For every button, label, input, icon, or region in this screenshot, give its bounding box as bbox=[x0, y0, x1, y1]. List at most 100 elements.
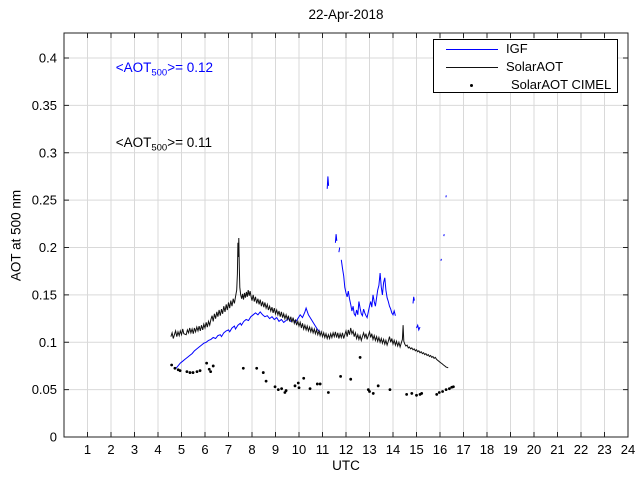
cimel-dot bbox=[358, 356, 362, 359]
y-axis-label: AOT at 500 nm bbox=[8, 189, 24, 282]
cimel-dot bbox=[178, 369, 182, 373]
igf-line bbox=[326, 176, 330, 189]
cimel-dot bbox=[371, 392, 375, 395]
igf-line bbox=[412, 296, 415, 304]
igf-line bbox=[440, 258, 442, 261]
x-tick-label: 10 bbox=[292, 442, 306, 457]
cimel-dot bbox=[264, 379, 268, 383]
cimel-dot bbox=[273, 385, 277, 389]
cimel-dot bbox=[209, 370, 213, 374]
legend-line-sample-igf bbox=[446, 48, 498, 50]
cimel-dot bbox=[415, 393, 418, 397]
annotation-subscript: 500 bbox=[151, 68, 168, 80]
cimel-dot bbox=[318, 382, 322, 386]
legend-entry-igf: IGF bbox=[434, 40, 617, 58]
chart-title: 22-Apr-2018 bbox=[308, 7, 384, 22]
solaraot-line bbox=[170, 237, 449, 369]
x-tick-label: 18 bbox=[480, 442, 494, 457]
y-tick-label: 0.2 bbox=[39, 240, 57, 255]
cimel-dot bbox=[205, 361, 209, 365]
cimel-dot bbox=[280, 387, 284, 391]
legend-dot-sample-cimel bbox=[470, 84, 473, 87]
igf-line bbox=[338, 247, 341, 253]
annotation-text: <AOT bbox=[115, 135, 152, 151]
x-tick-label: 15 bbox=[409, 442, 423, 457]
y-tick-label: 0 bbox=[50, 430, 57, 445]
cimel-dot bbox=[170, 363, 174, 367]
legend-label-igf: IGF bbox=[506, 41, 528, 56]
x-tick-label: 14 bbox=[386, 442, 400, 457]
y-tick-label: 0.05 bbox=[32, 382, 57, 397]
cimel-dot bbox=[420, 392, 424, 395]
x-tick-label: 16 bbox=[433, 442, 447, 457]
annotation-text: >= 0.11 bbox=[167, 135, 212, 151]
cimel-dot bbox=[451, 385, 455, 389]
annotation-text: <AOT bbox=[115, 60, 152, 76]
x-tick-label: 21 bbox=[550, 442, 564, 457]
x-tick-label: 24 bbox=[621, 442, 635, 457]
cimel-dot bbox=[441, 390, 444, 393]
annotation-solaraot-mean: <AOT500>= 0.11 bbox=[116, 135, 212, 154]
x-tick-label: 13 bbox=[362, 442, 376, 457]
legend-label-cimel: SolarAOT CIMEL bbox=[511, 77, 612, 92]
igf-line bbox=[416, 323, 421, 332]
igf-line bbox=[340, 259, 396, 319]
cimel-dot bbox=[296, 381, 300, 385]
x-tick-label: 22 bbox=[574, 442, 588, 457]
y-tick-label: 0.35 bbox=[32, 98, 57, 113]
annotation-text: >= 0.12 bbox=[167, 60, 213, 76]
cimel-dot bbox=[448, 387, 451, 391]
cimel-dot bbox=[198, 369, 202, 373]
cimel-dot bbox=[195, 370, 199, 374]
x-tick-label: 5 bbox=[178, 442, 185, 457]
cimel-dot bbox=[207, 367, 211, 371]
cimel-dot bbox=[339, 374, 342, 378]
cimel-dot bbox=[368, 390, 371, 393]
legend-line-sample-solaraot bbox=[446, 66, 498, 68]
igf-line bbox=[334, 234, 338, 243]
annotation-subscript: 500 bbox=[151, 142, 168, 154]
x-tick-label: 8 bbox=[248, 442, 255, 457]
cimel-dot bbox=[241, 366, 245, 370]
cimel-dot bbox=[376, 384, 380, 388]
cimel-dot bbox=[185, 370, 189, 374]
cimel-dot bbox=[188, 371, 192, 374]
cimel-dot bbox=[284, 389, 288, 392]
cimel-dot bbox=[315, 382, 319, 386]
y-tick-label: 0.25 bbox=[32, 193, 57, 208]
igf-line bbox=[175, 306, 321, 370]
y-tick-label: 0.3 bbox=[39, 145, 57, 160]
x-axis-label: UTC bbox=[332, 458, 360, 473]
x-tick-label: 7 bbox=[225, 442, 232, 457]
x-tick-label: 1 bbox=[84, 442, 91, 457]
y-tick-label: 0.1 bbox=[39, 335, 57, 350]
y-tick-label: 0.4 bbox=[39, 51, 57, 66]
x-tick-label: 17 bbox=[456, 442, 470, 457]
legend-entry-cimel: SolarAOT CIMEL bbox=[434, 76, 617, 94]
cimel-dot bbox=[211, 364, 215, 368]
x-tick-label: 11 bbox=[316, 442, 330, 457]
legend-label-solaraot: SolarAOT bbox=[506, 59, 564, 74]
cimel-dot bbox=[297, 386, 301, 390]
y-tick-label: 0.15 bbox=[32, 287, 57, 302]
cimel-dot bbox=[437, 391, 441, 394]
cimel-dot bbox=[308, 387, 312, 391]
cimel-dot bbox=[293, 384, 297, 388]
x-tick-label: 6 bbox=[201, 442, 208, 457]
annotation-igf-mean: <AOT500>= 0.12 bbox=[116, 60, 213, 79]
legend-entry-solaraot: SolarAOT bbox=[434, 58, 617, 76]
x-tick-label: 12 bbox=[339, 442, 353, 457]
cimel-dot bbox=[173, 366, 177, 370]
cimel-dot bbox=[435, 392, 439, 396]
cimel-dot bbox=[388, 388, 392, 392]
x-tick-label: 19 bbox=[503, 442, 517, 457]
x-tick-label: 20 bbox=[527, 442, 541, 457]
cimel-dot bbox=[326, 391, 330, 394]
x-tick-label: 2 bbox=[107, 442, 114, 457]
x-tick-label: 3 bbox=[131, 442, 138, 457]
cimel-dot bbox=[444, 388, 448, 392]
legend-box: IGF SolarAOT SolarAOT CIMEL bbox=[433, 39, 618, 93]
cimel-dot bbox=[276, 388, 280, 392]
cimel-dot bbox=[255, 366, 259, 370]
